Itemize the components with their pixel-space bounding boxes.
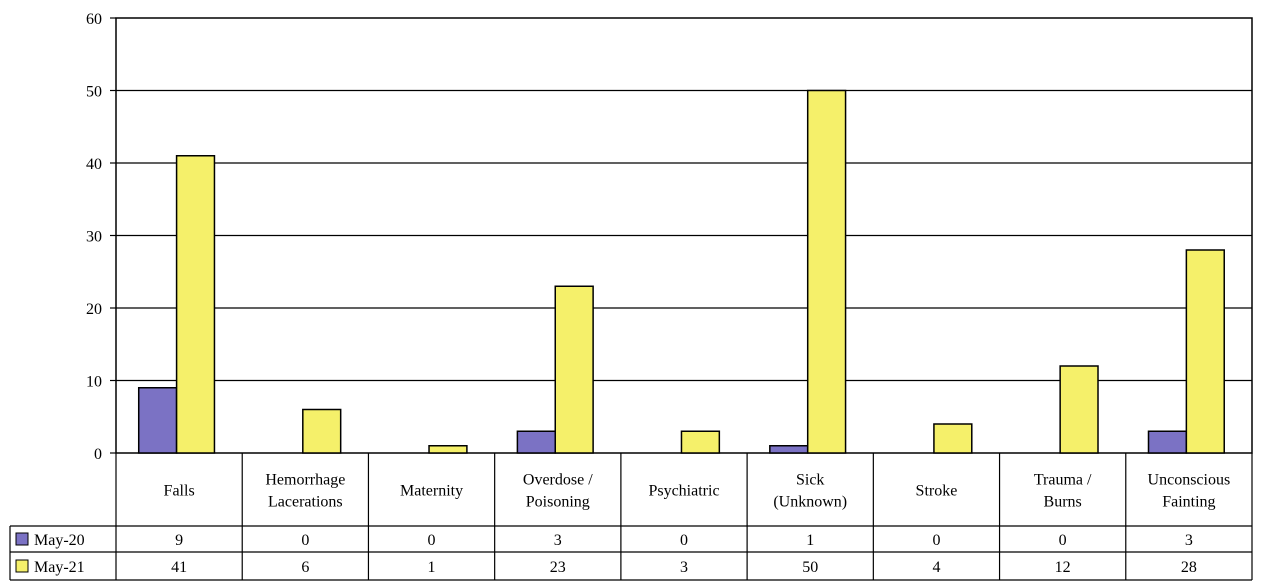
category-label-3-0: Overdose / [523,472,593,489]
bar-May-21-4 [680,430,721,454]
table-value-May-20-8: 3 [1185,532,1193,549]
table-value-May-21-6: 4 [932,559,940,576]
table-value-May-21-3: 23 [550,559,566,576]
y-tick-label-50: 50 [86,84,102,101]
bar-May-20-0 [137,387,178,454]
category-label-8-1: Fainting [1162,494,1215,511]
category-label-6-0: Stroke [916,483,958,500]
category-label-1-1: Lacerations [268,494,343,511]
bar-May-21-3 [554,285,594,454]
category-label-5-0: Sick [796,472,824,489]
category-label-1-0: Hemorrhage [265,472,345,489]
table-value-May-20-5: 1 [806,532,814,549]
legend-label-May-20: May-20 [34,532,85,549]
legend-label-May-21: May-21 [34,559,85,576]
table-value-May-20-2: 0 [428,532,436,549]
table-value-May-21-1: 6 [301,559,309,576]
table-value-May-21-8: 28 [1181,559,1197,576]
bar-May-21-2 [428,445,468,454]
y-tick-label-30: 30 [86,229,102,246]
table-value-May-21-4: 3 [680,559,688,576]
bar-May-21-8 [1185,249,1225,454]
bar-May-21-0 [175,155,216,454]
category-label-3-1: Poisoning [526,494,590,511]
category-label-7-0: Trauma / [1034,472,1092,489]
table-value-May-20-0: 9 [175,532,183,549]
category-label-8-0: Unconscious [1148,472,1231,489]
category-label-2-0: Maternity [400,483,463,500]
bar-May-21-5 [806,89,847,454]
legend-swatch-May-21 [15,559,29,573]
y-tick-label-10: 10 [86,374,102,391]
y-tick-label-0: 0 [94,446,102,463]
category-label-0-0: Falls [164,483,195,500]
bar-May-20-8 [1147,430,1188,454]
bar-May-20-5 [769,445,809,454]
bar-May-20-3 [516,430,557,454]
table-value-May-21-0: 41 [171,559,187,576]
table-value-May-20-1: 0 [301,532,309,549]
legend-swatch-May-20 [15,532,29,546]
table-value-May-20-4: 0 [680,532,688,549]
table-value-May-20-3: 3 [554,532,562,549]
category-label-5-1: (Unknown) [773,494,847,511]
y-tick-label-20: 20 [86,301,102,318]
table-value-May-20-6: 0 [932,532,940,549]
bar-May-21-1 [302,408,342,454]
bar-May-21-7 [1059,365,1099,454]
category-label-7-1: Burns [1044,494,1082,511]
category-label-4-0: Psychiatric [648,483,719,500]
table-value-May-21-5: 50 [802,559,818,576]
table-value-May-20-7: 0 [1059,532,1067,549]
table-value-May-21-2: 1 [428,559,436,576]
y-tick-label-40: 40 [86,156,102,173]
table-value-May-21-7: 12 [1055,559,1071,576]
y-tick-label-60: 60 [86,11,102,28]
bar-May-21-6 [933,423,973,454]
